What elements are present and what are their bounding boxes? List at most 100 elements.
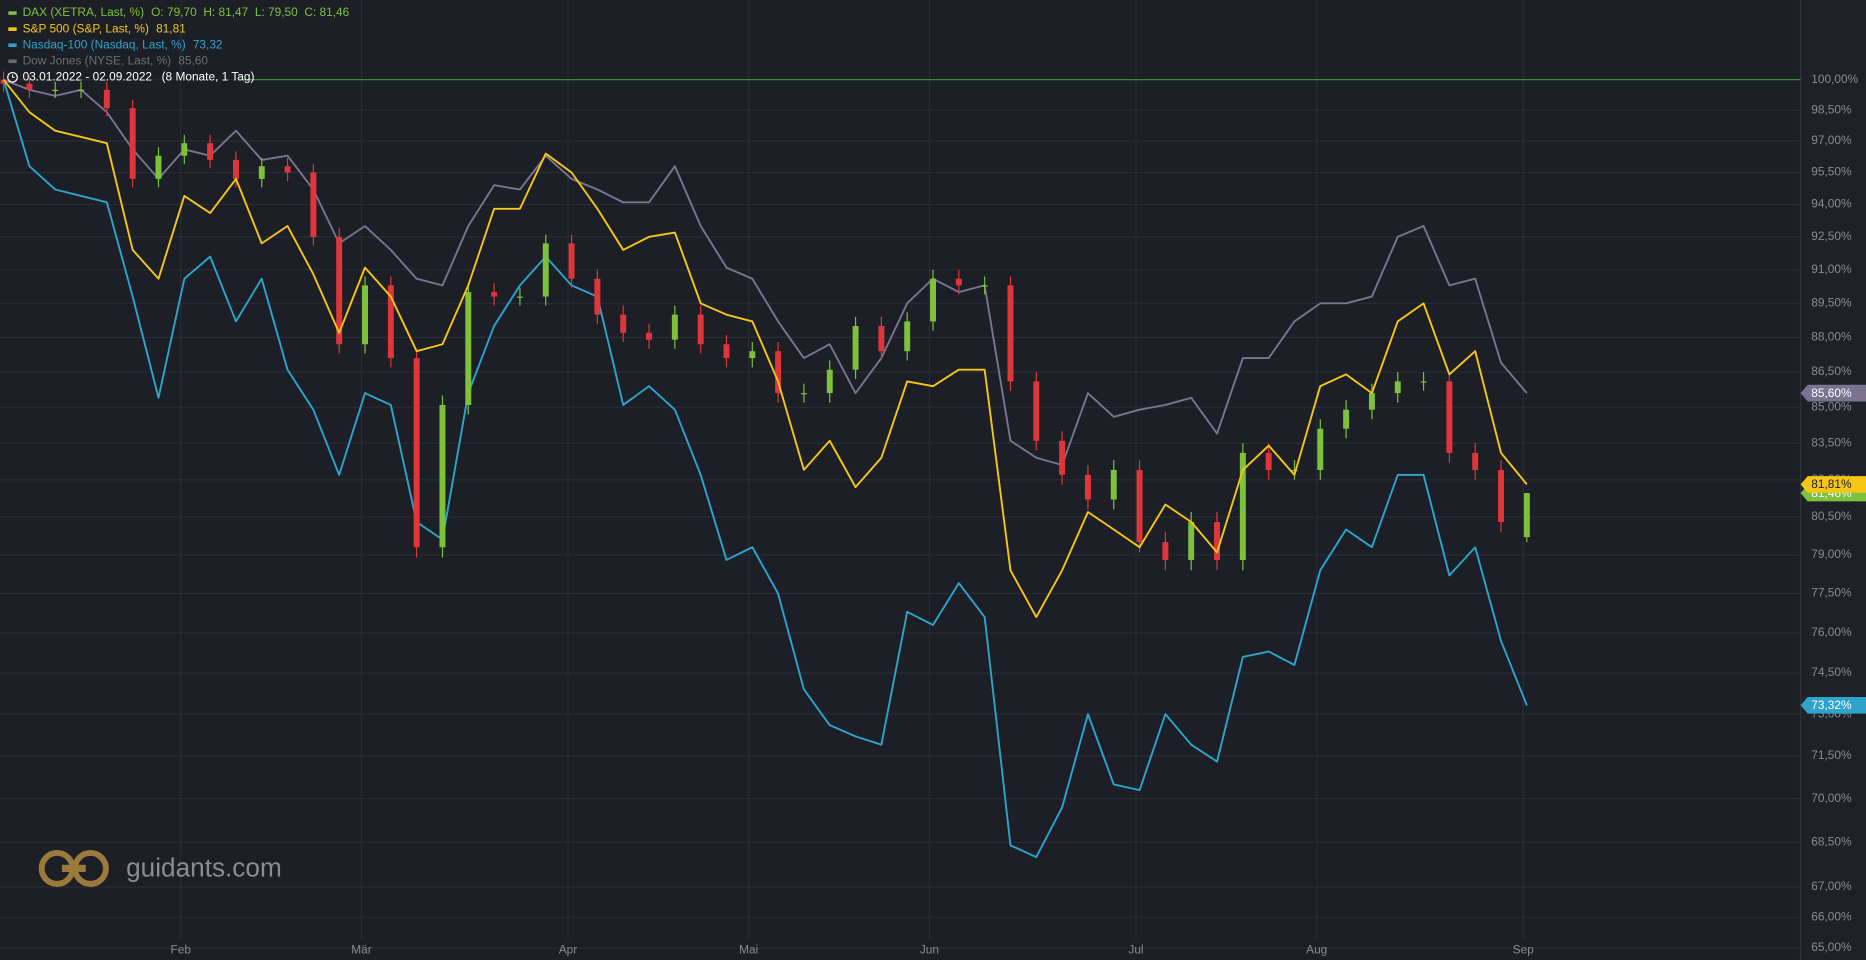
candle-body bbox=[1214, 521, 1220, 560]
y-tick-label: 97,00% bbox=[1811, 133, 1852, 147]
x-tick-label: Mär bbox=[351, 943, 372, 957]
candle-body bbox=[646, 332, 652, 340]
x-tick-label: Jul bbox=[1128, 943, 1143, 957]
logo-bar bbox=[61, 864, 86, 872]
candle-body bbox=[671, 314, 678, 340]
candle-body bbox=[1084, 474, 1091, 500]
y-tick-label: 94,00% bbox=[1811, 197, 1852, 211]
x-tick-label: Sep bbox=[1513, 943, 1535, 957]
candle-body bbox=[1368, 393, 1375, 410]
candle-body bbox=[981, 285, 988, 287]
y-tick-label: 89,50% bbox=[1811, 295, 1852, 309]
y-tick-label: 71,50% bbox=[1811, 748, 1852, 762]
candle-body bbox=[181, 143, 188, 156]
legend-label: DAX (XETRA, Last, %) bbox=[23, 5, 144, 19]
legend-swatch bbox=[8, 11, 17, 15]
y-tick-label: 68,50% bbox=[1811, 835, 1852, 849]
y-tick-label: 65,00% bbox=[1811, 940, 1852, 954]
y-tick-label: 91,00% bbox=[1811, 262, 1852, 276]
range-label: 03.01.2022 - 02.09.2022 bbox=[23, 69, 152, 83]
watermark: guidants.com bbox=[38, 849, 282, 887]
legend-label: Nasdaq-100 (Nasdaq, Last, %) bbox=[23, 37, 186, 51]
y-tick-label: 86,50% bbox=[1811, 364, 1852, 378]
legend-value: 85,60 bbox=[178, 53, 208, 67]
candle-body bbox=[1188, 521, 1195, 560]
legend-swatch bbox=[8, 59, 17, 64]
candle-body bbox=[542, 243, 549, 297]
candle-body bbox=[413, 358, 420, 548]
series-line bbox=[2, 79, 1528, 859]
candle-body bbox=[258, 166, 265, 179]
candle-body bbox=[284, 166, 291, 173]
candle-body bbox=[516, 296, 523, 298]
y-tick-label: 77,50% bbox=[1811, 586, 1852, 600]
grid bbox=[0, 0, 1801, 949]
candle-body bbox=[232, 159, 239, 179]
candle-body bbox=[1239, 452, 1246, 560]
candle-body bbox=[775, 351, 782, 394]
candle-body bbox=[1265, 452, 1272, 470]
series-line bbox=[3, 78, 1528, 466]
y-tick-label: 74,50% bbox=[1811, 665, 1852, 679]
series-line bbox=[2, 79, 1528, 618]
plot-area bbox=[0, 71, 1801, 859]
candle-body bbox=[387, 285, 394, 359]
candle-body bbox=[155, 155, 162, 179]
candle-body bbox=[878, 325, 885, 352]
candle-body bbox=[1472, 452, 1479, 470]
candle-body bbox=[310, 172, 317, 237]
candle-body bbox=[491, 292, 498, 297]
candle-body bbox=[723, 344, 730, 359]
candle-body bbox=[1420, 381, 1427, 383]
candle-body bbox=[1394, 381, 1401, 394]
candle-body bbox=[1498, 469, 1504, 522]
candle-body bbox=[465, 292, 472, 405]
candle-body bbox=[103, 89, 110, 109]
candle-body bbox=[1033, 381, 1040, 441]
x-tick-label: Aug bbox=[1306, 943, 1327, 957]
candle-body bbox=[904, 321, 911, 352]
range-detail: (8 Monate, 1 Tag) bbox=[162, 69, 255, 83]
legend-label: Dow Jones (NYSE, Last, %) bbox=[23, 53, 172, 67]
candle-body bbox=[1136, 469, 1143, 543]
candle-body bbox=[955, 278, 962, 286]
x-tick-label: Feb bbox=[170, 943, 191, 957]
candle-body bbox=[1110, 469, 1117, 500]
candle-body bbox=[1007, 285, 1014, 382]
candle-body bbox=[1291, 469, 1298, 472]
y-tick-label: 76,00% bbox=[1811, 625, 1852, 639]
candle-body bbox=[697, 314, 704, 345]
candle-body bbox=[749, 351, 756, 359]
candle-body bbox=[207, 143, 214, 160]
price-badge-label: 85,60% bbox=[1811, 386, 1852, 400]
legend-swatch bbox=[8, 27, 17, 31]
legend-label: S&P 500 (S&P, Last, %) bbox=[23, 21, 149, 35]
candle-body bbox=[620, 314, 627, 333]
candle-body bbox=[129, 108, 136, 179]
y-tick-label: 83,50% bbox=[1811, 435, 1852, 449]
candle-body bbox=[1446, 381, 1453, 453]
clock-icon bbox=[7, 71, 18, 83]
candle-body bbox=[930, 278, 936, 322]
x-tick-label: Jun bbox=[920, 943, 939, 957]
y-tick-label: 98,50% bbox=[1811, 102, 1852, 116]
candle-body bbox=[52, 89, 59, 91]
candle-body bbox=[1523, 493, 1530, 538]
candle-body bbox=[78, 89, 84, 91]
candle-body bbox=[1162, 542, 1169, 560]
price-badge-label: 81,81% bbox=[1811, 477, 1852, 491]
legend-value: O: 79,70 H: 81,47 L: 79,50 C: 81,46 bbox=[151, 5, 349, 19]
clock-hands bbox=[12, 74, 15, 78]
candle-body bbox=[439, 404, 446, 548]
candle-body bbox=[826, 369, 833, 394]
candle-body bbox=[1317, 428, 1324, 470]
y-tick-label: 88,00% bbox=[1811, 330, 1852, 344]
candle-body bbox=[0, 79, 7, 84]
price-badge bbox=[1800, 696, 1866, 714]
y-tick-label: 66,00% bbox=[1811, 909, 1852, 923]
price-badge-label: 73,32% bbox=[1811, 698, 1852, 712]
y-tick-label: 100,00% bbox=[1811, 72, 1858, 86]
candle-body bbox=[568, 243, 575, 279]
